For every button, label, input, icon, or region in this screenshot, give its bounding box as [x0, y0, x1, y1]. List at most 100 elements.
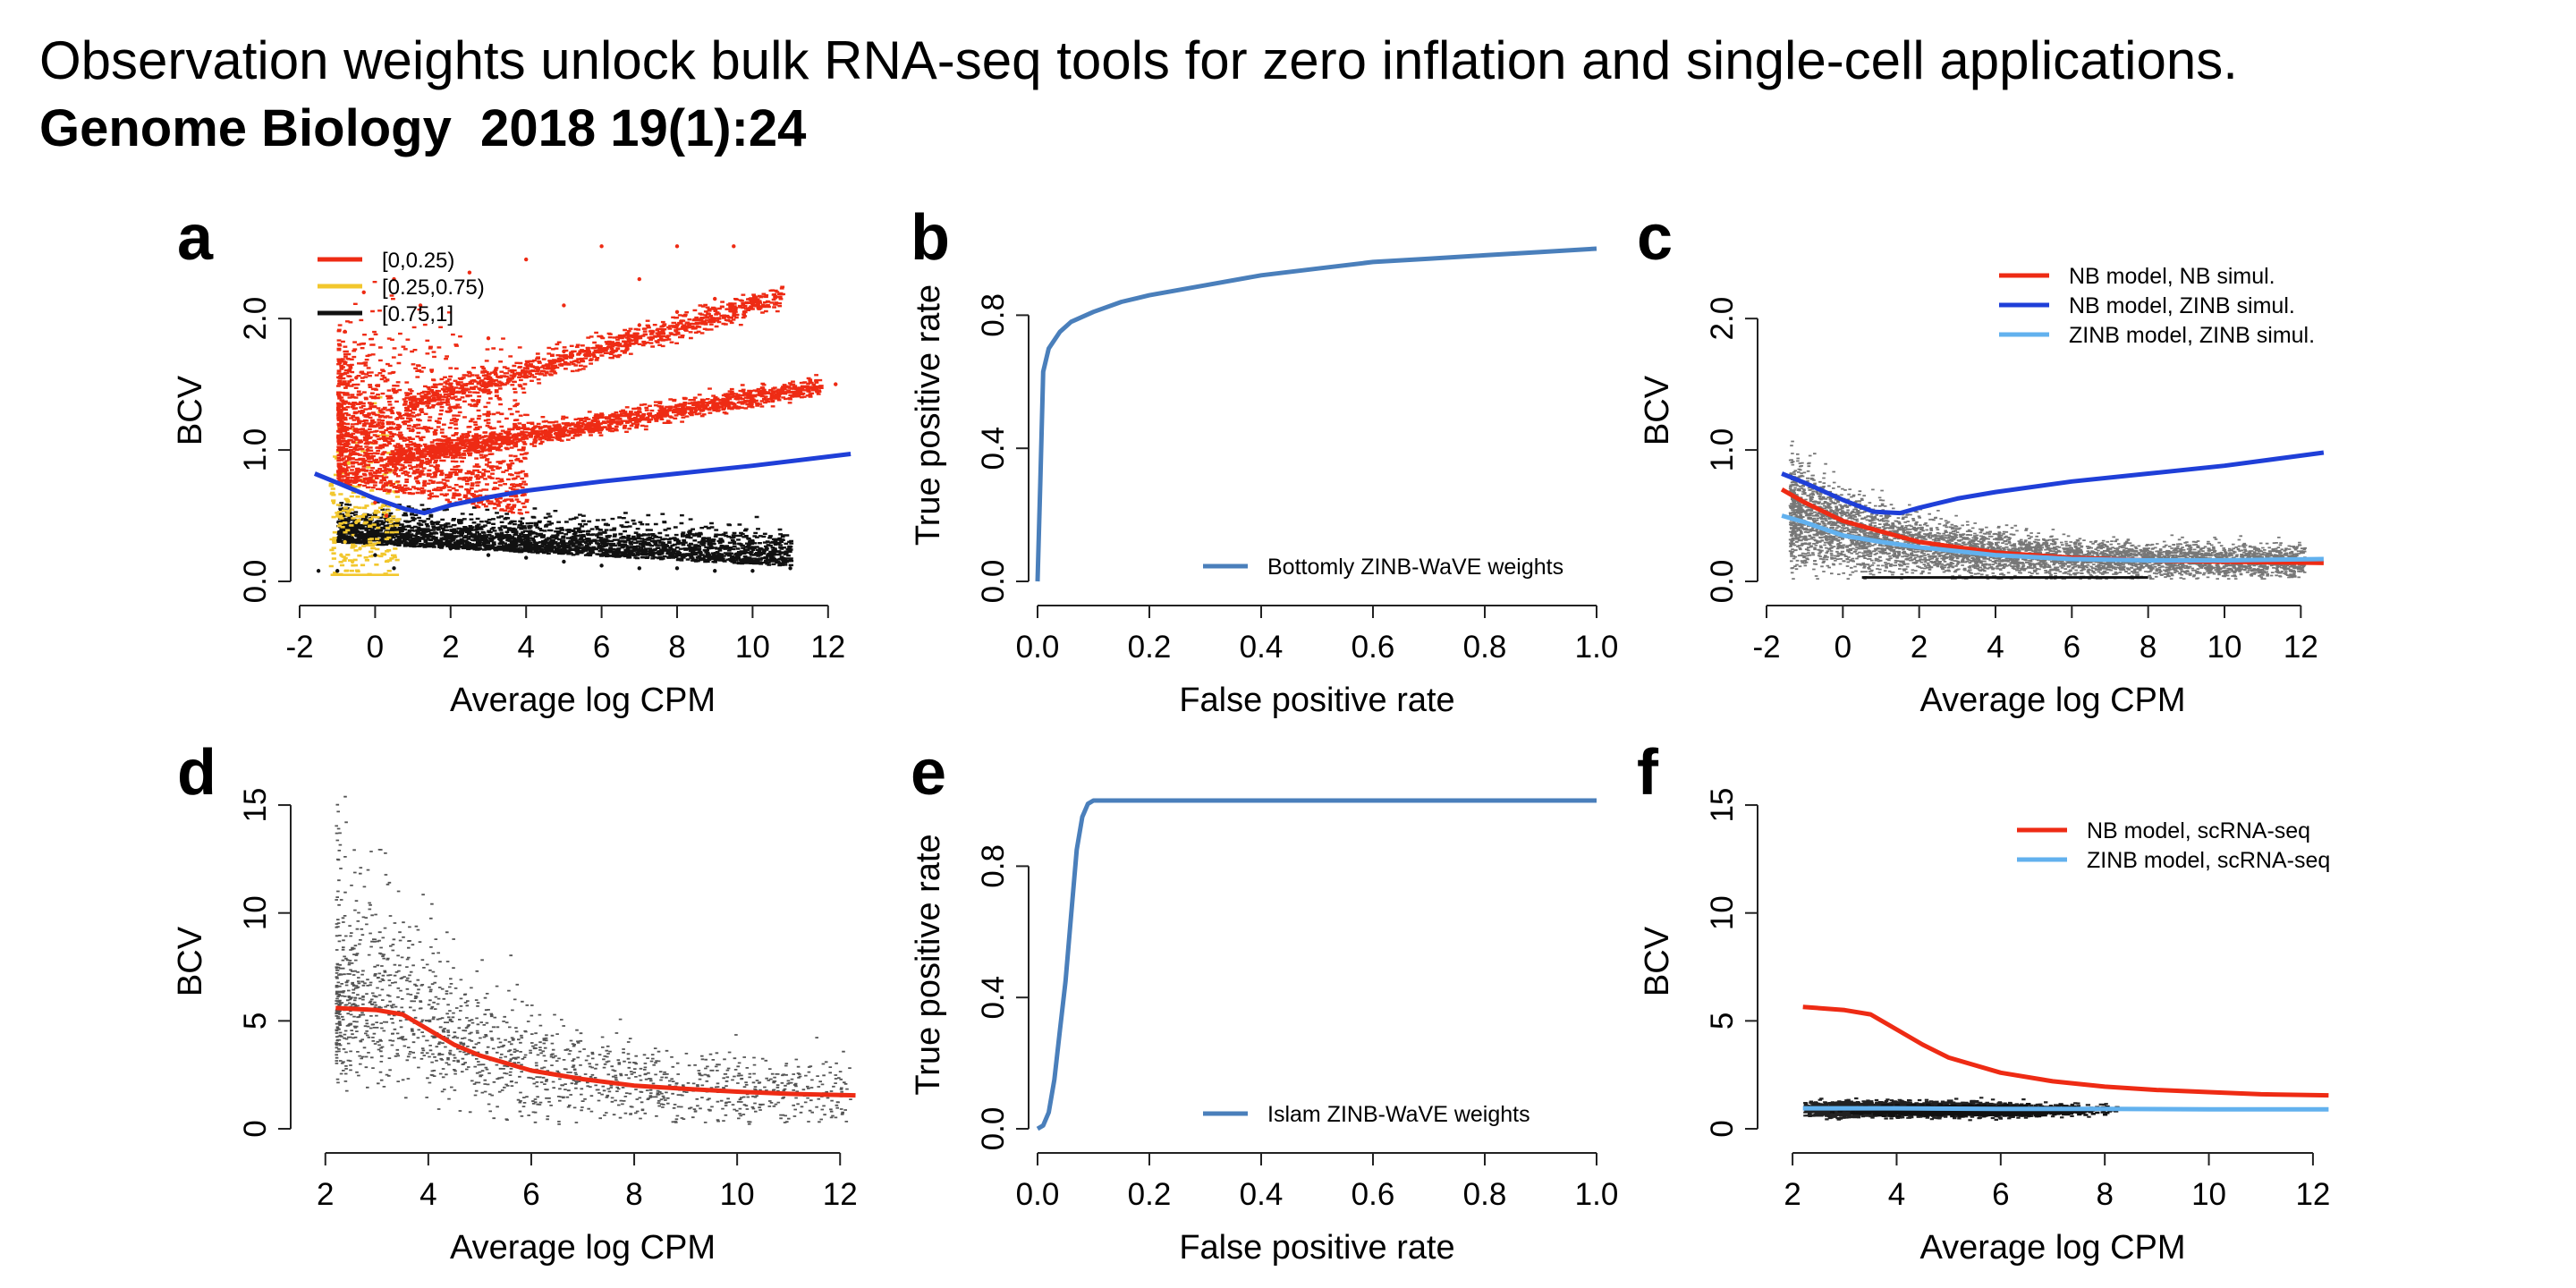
- series-line: [1035, 246, 1597, 582]
- legend-label: ZINB model, scRNA-seq: [2087, 848, 2330, 873]
- scatter-cloud: [335, 795, 852, 1125]
- data-point: [331, 500, 336, 505]
- scatter-cloud: [336, 281, 530, 515]
- x-axis-label: Average log CPM: [450, 1229, 716, 1267]
- panel-letter: d: [177, 737, 216, 809]
- x-tick-label: 10: [2207, 630, 2242, 665]
- y-axis-label: BCV: [1639, 375, 1676, 445]
- y-tick-label: 0.0: [976, 560, 1011, 604]
- data-point: [380, 421, 386, 426]
- data-point: [674, 566, 680, 571]
- data-point: [543, 539, 547, 545]
- y-axis-label: True positive rate: [910, 834, 947, 1095]
- data-point: [580, 428, 585, 433]
- panel-c: c -2 0 2 4 6 8 10 12 0.0 1.0 2.0 Average log CPM BCV N…: [1637, 202, 2325, 719]
- x-tick-label: -2: [1752, 630, 1780, 665]
- panel-letter: c: [1637, 202, 1673, 274]
- data-point: [335, 513, 340, 518]
- data-point: [316, 569, 321, 573]
- data-point: [713, 296, 717, 301]
- data-point: [599, 539, 604, 545]
- x-tick-label: 12: [2295, 1177, 2330, 1212]
- data-point: [562, 303, 566, 308]
- data-point: [335, 569, 340, 573]
- x-tick-label: 0: [1835, 630, 1852, 665]
- y-tick-label: 0.8: [976, 293, 1011, 337]
- y-tick-label: 1.0: [1705, 428, 1740, 472]
- legend-label: [0.25,0.75): [382, 275, 485, 300]
- series-line: [1781, 450, 2325, 516]
- y-tick-label: 5: [238, 1013, 273, 1030]
- y-tick-label: 0: [1705, 1120, 1740, 1137]
- data-point: [392, 454, 396, 459]
- x-tick-label: 8: [2140, 630, 2157, 665]
- x-tick-label: 6: [593, 630, 610, 665]
- panel-d: d 2 4 6 8 10 12 0 5 10 15 Average log CPM BCV: [172, 737, 858, 1267]
- x-tick-label: 0.0: [1016, 630, 1060, 665]
- x-axis-label: Average log CPM: [1919, 1229, 2185, 1267]
- data-point: [373, 395, 377, 400]
- panel-letter: e: [911, 737, 946, 809]
- data-point: [411, 539, 415, 545]
- x-tick-label: 12: [823, 1177, 858, 1212]
- data-point: [504, 533, 510, 538]
- y-tick-label: 10: [1705, 895, 1740, 930]
- data-point: [467, 447, 472, 453]
- data-point: [467, 527, 472, 531]
- legend-label: [0.75,1]: [382, 302, 453, 326]
- x-tick-label: 10: [2191, 1177, 2226, 1212]
- x-tick-label: 2: [442, 630, 459, 665]
- y-tick-label: 5: [1705, 1013, 1740, 1030]
- data-point: [637, 276, 641, 282]
- data-point: [448, 408, 453, 413]
- x-tick-label: 2: [1784, 1177, 1801, 1212]
- data-point: [448, 547, 453, 551]
- data-point: [656, 415, 661, 419]
- x-tick-label: 0.2: [1128, 1177, 1172, 1212]
- legend-label: NB model, NB simul.: [2069, 264, 2275, 289]
- data-point: [543, 435, 547, 439]
- data-point: [429, 454, 434, 459]
- data-point: [346, 461, 352, 465]
- data-point: [637, 323, 641, 327]
- data-point: [750, 569, 755, 573]
- data-point: [599, 564, 604, 568]
- data-point: [392, 566, 396, 571]
- x-tick-label: 4: [517, 630, 534, 665]
- y-tick-label: 15: [1705, 788, 1740, 823]
- panel-letter: a: [177, 202, 214, 274]
- x-tick-label: 0.4: [1240, 1177, 1284, 1212]
- data-point: [361, 290, 366, 294]
- scatter-cloud: [336, 501, 794, 567]
- data-point: [524, 555, 529, 560]
- x-axis-label: False positive rate: [1179, 682, 1454, 719]
- y-tick-label: 0.4: [976, 976, 1011, 1020]
- data-point: [354, 533, 359, 538]
- data-point: [693, 408, 699, 413]
- data-point: [384, 513, 389, 518]
- y-tick-label: 2.0: [1705, 297, 1740, 341]
- x-tick-label: 0.8: [1463, 1177, 1507, 1212]
- y-tick-label: 1.0: [238, 428, 273, 472]
- data-point: [562, 349, 566, 354]
- data-point: [402, 487, 408, 492]
- x-axis-label: Average log CPM: [1919, 682, 2185, 719]
- x-tick-label: 6: [522, 1177, 539, 1212]
- series-line: [1036, 798, 1597, 1131]
- data-point: [418, 303, 423, 308]
- x-tick-label: 4: [1987, 630, 2004, 665]
- data-point: [358, 547, 362, 551]
- y-tick-label: 0.0: [976, 1107, 1011, 1151]
- legend-label: ZINB model, ZINB simul.: [2069, 323, 2315, 348]
- data-point: [732, 402, 736, 406]
- x-tick-label: 0.2: [1128, 630, 1172, 665]
- data-point: [429, 520, 434, 525]
- x-tick-label: 8: [668, 630, 685, 665]
- journal-citation: Genome Biology 2018 19(1):24: [39, 99, 807, 157]
- x-tick-label: 0.4: [1240, 630, 1284, 665]
- data-point: [392, 276, 396, 282]
- data-point: [350, 559, 355, 564]
- data-point: [422, 480, 427, 486]
- x-tick-label: 6: [1992, 1177, 2009, 1212]
- data-point: [769, 395, 774, 400]
